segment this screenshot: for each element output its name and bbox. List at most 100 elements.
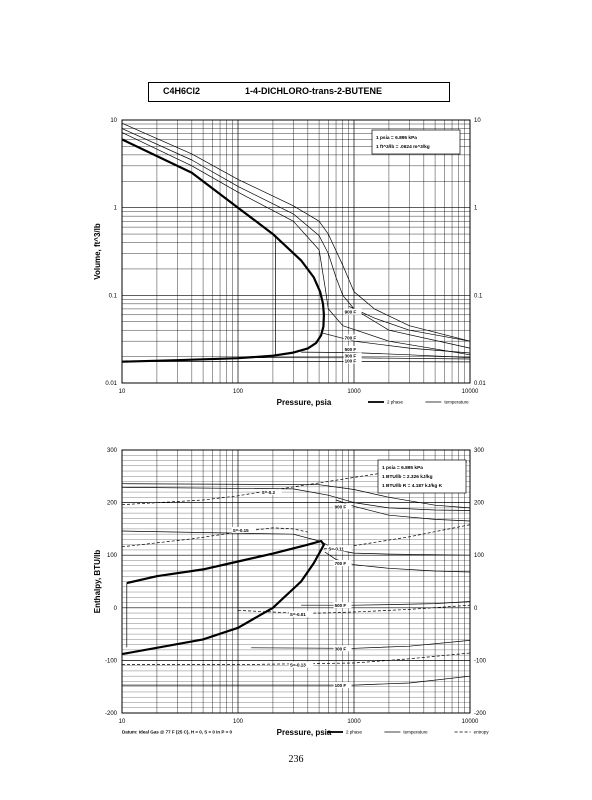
two-phase-curve	[121, 138, 325, 363]
temperature-line	[121, 128, 471, 349]
legend-label: temperature	[403, 730, 428, 735]
x-axis-label: Pressure, psia	[277, 728, 332, 737]
series-label: 700 F	[345, 336, 357, 341]
series-label-bg	[343, 334, 362, 341]
series-label: 900 F	[345, 310, 357, 315]
chart-title-box: C4H6Cl2 1-4-DICHLORO-trans-2-BUTENE	[148, 82, 450, 102]
entropy-line	[323, 524, 471, 550]
series-label-bg	[327, 545, 352, 552]
series-label: 100 F	[335, 683, 347, 688]
x-axis-label: Pressure, psia	[277, 398, 332, 407]
series-label: 100 F	[345, 359, 357, 364]
series-label: S=-0.11	[328, 546, 344, 551]
grid	[121, 119, 471, 384]
y-tick-label-right: 0.01	[474, 381, 486, 387]
series-label: S=-0.2	[262, 490, 276, 495]
series-label-bg	[333, 602, 352, 609]
x-tick-label: 10	[119, 719, 126, 725]
temperature-line	[251, 640, 471, 649]
x-tick-label: 100	[233, 719, 244, 725]
series-label-bg	[288, 661, 314, 668]
series-label: 500 F	[345, 347, 357, 352]
legend-label: entropy	[474, 730, 490, 735]
temperature-line	[324, 551, 471, 573]
series-label: 500 F	[335, 603, 347, 608]
y-tick-label-left: -200	[105, 711, 118, 717]
y-tick-label-left: 1	[114, 206, 118, 212]
temperature-line	[121, 132, 471, 356]
conversion-text: 1 psia = 6.895 kPa	[382, 465, 423, 471]
page-number: 236	[288, 754, 304, 765]
conversion-text: 1 ft^3/lb = .0624 m^3/kg	[376, 144, 430, 150]
conversion-box	[377, 459, 467, 494]
series-label: 300 F	[345, 354, 357, 359]
series-label: 300 F	[335, 646, 347, 651]
x-tick-label: 10	[119, 389, 126, 395]
x-tick-label: 1000	[347, 719, 361, 725]
entropy-line	[122, 652, 471, 665]
temperature-line	[301, 601, 471, 606]
temperature-line	[322, 332, 471, 354]
y-tick-label-right: 300	[474, 448, 485, 454]
y-tick-label-right: -200	[474, 711, 487, 717]
series-label-bg	[231, 526, 257, 533]
x-tick-label: 10000	[462, 389, 479, 395]
series-label: S=-0.01	[290, 612, 306, 617]
series-label-bg	[333, 560, 352, 567]
temperature-line	[121, 483, 471, 509]
y-axis-label: Volume, ft^3/lb	[93, 223, 102, 280]
y-tick-label-left: -100	[105, 658, 118, 664]
temperature-line	[121, 530, 471, 556]
footnote: Datum: Ideal Gas @ 77 F (25 C), H = 0, S…	[122, 730, 232, 735]
series-label: 900 F	[335, 504, 347, 509]
plot-frame	[121, 449, 471, 714]
temperature-line	[121, 122, 471, 342]
x-tick-label: 100	[233, 389, 244, 395]
conversion-box	[371, 129, 461, 155]
y-axis-label: Enthalpy, BTU/lb	[93, 550, 102, 614]
y-tick-label-right: -100	[474, 658, 487, 664]
series-group: 900 F 700 F 500 F 300 F 100 F S=-0.2 S=-0.15 S=…	[121, 461, 471, 689]
plot-frame	[121, 119, 471, 384]
conversion-text: 1 BTU/lb = 2.326 kJ/kg	[382, 474, 433, 480]
x-tick-label: 10000	[462, 719, 479, 725]
two-phase-curve	[121, 539, 325, 656]
conversion-text: 1 BTU/lb R = 4.187 kJ/kg K	[382, 483, 443, 489]
y-tick-label-right: 100	[474, 553, 485, 559]
y-tick-label-left: 0.1	[109, 293, 118, 299]
y-tick-label-right: 1	[474, 206, 478, 212]
series-label-bg	[343, 357, 362, 364]
series-label: 700 F	[335, 561, 347, 566]
y-tick-label-left: 0	[114, 606, 118, 612]
chemical-name: 1-4-DICHLORO-trans-2-BUTENE	[245, 86, 383, 96]
enthalpy-pressure-chart: 10 100 1000 10000 -200 -200 -100 -100 0 0 100 100 20…	[93, 448, 490, 737]
y-tick-label-left: 200	[107, 501, 118, 507]
y-tick-label-right: 10	[474, 118, 481, 124]
legend-label: temperature	[444, 400, 469, 405]
series-label-bg	[343, 352, 362, 359]
series-label-bg	[343, 345, 362, 352]
temperature-line	[121, 486, 471, 511]
y-tick-label-left: 10	[110, 118, 117, 124]
entropy-line	[121, 527, 308, 548]
series-label-bg	[333, 645, 352, 652]
legend-label: 2 phase	[346, 730, 363, 735]
series-label-bg	[333, 503, 352, 510]
legend-label: 2 phase	[387, 400, 404, 405]
y-tick-label-left: 300	[107, 448, 118, 454]
conversion-text: 1 psia = 6.895 kPa	[376, 135, 417, 141]
series-label: S=-0.15	[233, 528, 249, 533]
series-label-bg	[343, 308, 362, 315]
entropy-line	[237, 604, 471, 614]
y-tick-label-left: 100	[107, 553, 118, 559]
temperature-line	[301, 351, 471, 358]
series-label-bg	[260, 489, 282, 496]
y-tick-label-left: 0.01	[105, 381, 117, 387]
y-tick-label-right: 200	[474, 501, 485, 507]
series-label: S=-0.13	[290, 663, 306, 668]
x-tick-label: 1000	[347, 389, 361, 395]
series-label-bg	[333, 682, 352, 689]
temperature-line	[122, 675, 471, 686]
y-tick-label-right: 0.1	[474, 293, 483, 299]
